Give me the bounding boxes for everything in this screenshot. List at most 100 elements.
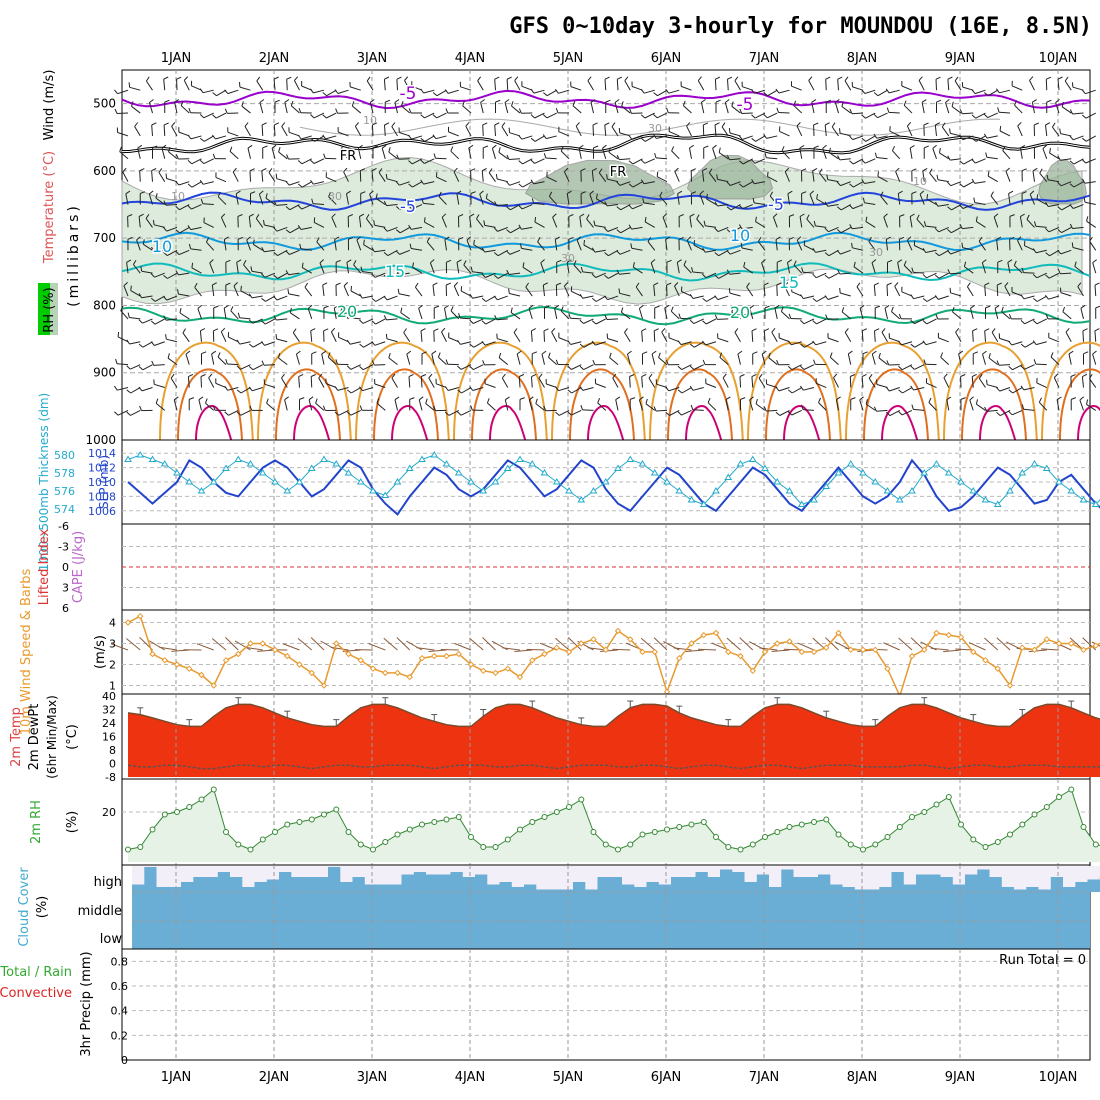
wind-barb-flag: [394, 396, 400, 401]
slp-line: [127, 458, 1100, 516]
wind-barb: [284, 399, 288, 411]
wind-barb-flag: [628, 204, 633, 210]
wind-barb: [591, 170, 594, 182]
wind-barb: [571, 387, 582, 394]
wind10m-tick: 3: [109, 638, 116, 651]
wind-barb-flag: [642, 198, 645, 204]
wind-barb: [950, 132, 962, 137]
cloud-high-gap: [450, 866, 464, 872]
wind-barb: [638, 308, 643, 320]
wind-barb-flag: [740, 397, 746, 400]
rh2m-unit-label: (%): [65, 811, 80, 834]
wind-barb-flag: [903, 100, 907, 106]
wind-barb: [313, 158, 325, 164]
lifted-index-tick: 3: [62, 582, 69, 595]
wind-barb: [734, 332, 741, 343]
wind-barb-flag: [640, 159, 646, 164]
thickness-point: [650, 469, 659, 476]
wind-barb-flag: [702, 247, 706, 253]
wind-barb-flag: [654, 152, 657, 159]
wind-barb-flag: [191, 262, 194, 268]
wind-barb: [579, 216, 582, 228]
wind-barb: [1086, 403, 1097, 411]
wind-barb: [594, 249, 606, 253]
wind-barb: [829, 152, 839, 160]
wind10m-tick: 2: [109, 659, 116, 672]
wind-barb: [853, 181, 864, 188]
wind-barb: [137, 147, 141, 159]
wind-barb: [608, 249, 619, 257]
wind-barb: [729, 292, 741, 297]
wind-barb: [859, 308, 864, 320]
wind-barb-flag: [261, 247, 265, 252]
cloud-high-bar: [487, 884, 501, 892]
wind-barb: [824, 124, 827, 136]
wind-barb-flag: [946, 396, 952, 401]
wind-barb: [459, 317, 472, 320]
wind-barb-flag: [752, 197, 755, 203]
wind-barb: [215, 112, 227, 119]
wind-barb: [1000, 409, 1011, 417]
wind-barb-flag: [297, 134, 302, 140]
wind-barb: [793, 105, 803, 114]
wind-barb: [597, 402, 607, 411]
wind-barb: [1073, 204, 1084, 209]
wind-barb-flag: [235, 190, 241, 195]
wind-barb-flag: [796, 122, 801, 127]
wind-barb: [133, 264, 141, 274]
wind-barb-flag: [266, 398, 269, 404]
wind-barb-flag: [115, 358, 118, 364]
wind-barb-flag: [1082, 373, 1088, 378]
wind-barb: [375, 295, 386, 302]
wind-barb: [563, 285, 570, 297]
rh-band-dark: [686, 154, 774, 200]
wind-barb-flag: [799, 144, 805, 149]
wind-barb-flag: [200, 198, 204, 204]
wind-barb-flag: [155, 193, 158, 199]
bottom-day-label: 6JAN: [651, 1070, 682, 1085]
wind-barb-flag: [878, 352, 881, 358]
wind-barb: [486, 198, 496, 205]
wind-barb-flag: [653, 92, 658, 97]
wind-barb: [996, 285, 999, 297]
wind-barb-flag: [996, 282, 1002, 286]
rh2m-area: [128, 789, 1100, 862]
wind-barb-flag: [495, 174, 498, 180]
wind-barb-flag: [812, 298, 818, 302]
wind-barb: [182, 332, 190, 343]
thickness-point: [467, 478, 475, 485]
wind-barb: [436, 89, 447, 97]
wind-barb: [411, 248, 423, 251]
wind-barb: [741, 226, 753, 230]
wind-barb-flag: [510, 307, 513, 313]
wind-barb-flag: [199, 159, 205, 164]
wind-barb: [546, 176, 557, 183]
wind-barb-flag: [1056, 396, 1062, 401]
cloud-high-gap: [879, 866, 893, 887]
wind-barb: [706, 295, 717, 302]
wind-barb: [1061, 226, 1072, 234]
wind-barb: [906, 240, 913, 251]
temperature-unit-label: (°C): [65, 724, 80, 750]
cloud-high-gap: [511, 866, 525, 887]
wind-barb-flag: [319, 259, 325, 264]
wind10m-point: [320, 682, 328, 689]
wind-barb: [812, 170, 815, 182]
wind-barb-flag: [371, 247, 375, 253]
wind-barb: [999, 387, 1011, 392]
wind-barb-flag: [370, 99, 375, 103]
wind-barb: [117, 387, 129, 391]
cloud-row-label: middle: [78, 904, 122, 919]
wind-barb-flag: [916, 214, 920, 220]
wind-barb: [247, 147, 251, 159]
wind-barb-flag: [604, 227, 609, 232]
wind-barb-flag: [151, 122, 157, 126]
wind-barb-flag: [506, 181, 510, 186]
cloud-high-bar: [1075, 882, 1089, 892]
wind-barb-flag: [145, 76, 150, 82]
wind-barb-flag: [142, 239, 145, 245]
rh2m-point: [664, 826, 670, 833]
wind-barb: [337, 89, 349, 94]
